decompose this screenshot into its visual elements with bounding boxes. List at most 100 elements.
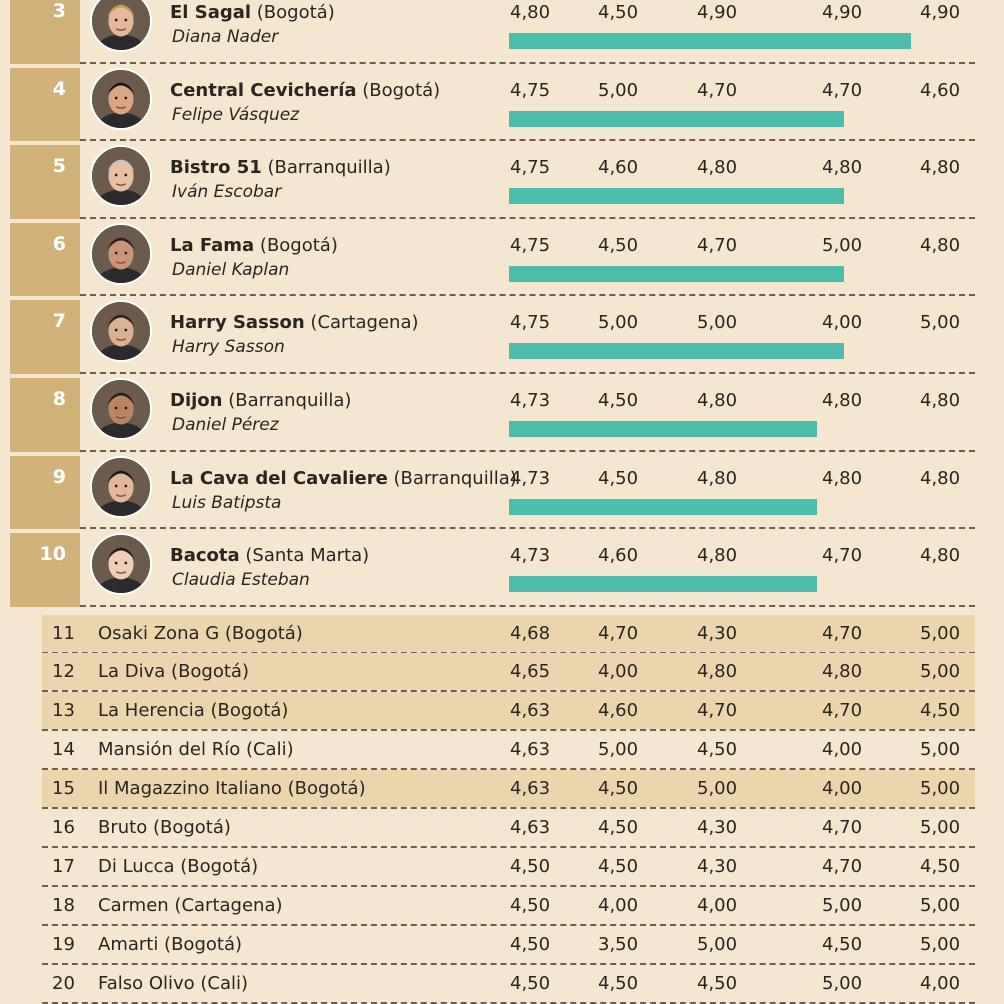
score-c1: 4,50 — [598, 234, 639, 256]
score-c3: 4,70 — [822, 545, 863, 567]
restaurant-name-line: Bacota (Santa Marta) — [170, 545, 369, 566]
rank-number: 7 — [52, 310, 66, 333]
score-c2: 4,70 — [697, 700, 738, 722]
table-row[interactable]: 16 Bruto (Bogotá) 4,63 4,50 4,30 4,70 5,00 — [42, 809, 975, 848]
score-c2: 4,90 — [697, 2, 738, 23]
restaurant-name: La Fama — [170, 234, 255, 256]
score-c3: 4,80 — [822, 467, 863, 489]
score-c4: 5,00 — [920, 817, 961, 838]
score-c3: 4,80 — [822, 157, 863, 179]
rank-badge: 3 — [10, 0, 80, 64]
row-divider — [42, 729, 975, 732]
row-divider — [80, 527, 975, 530]
table-row[interactable]: 12 La Diva (Bogotá) 4,65 4,00 4,80 4,80 5,00 — [42, 653, 975, 693]
score-c3: 4,00 — [822, 739, 863, 761]
restaurant-name: El Sagal — [170, 2, 252, 23]
featured-row[interactable]: 8 Dijon (Barranquilla) Daniel Pérez 4,73 4,5… — [0, 378, 1004, 452]
score-c2: 4,30 — [697, 855, 738, 877]
featured-row[interactable]: 5 Bistro 51 (Barranquilla) Iván Escobar 4,7… — [0, 145, 1004, 219]
score-c3: 4,80 — [822, 390, 863, 411]
score-c3: 4,00 — [822, 778, 863, 800]
restaurant-name: Harry Sasson — [170, 312, 305, 334]
score-c2: 4,80 — [697, 467, 738, 489]
rank-number: 17 — [52, 855, 75, 877]
rank-number: 8 — [52, 388, 66, 410]
restaurant-name-line: La Fama (Bogotá) — [170, 235, 338, 256]
row-divider — [80, 61, 975, 64]
score-c4: 5,00 — [920, 894, 961, 916]
score-c2: 4,80 — [697, 661, 738, 683]
restaurant-city: (Bogotá) — [256, 2, 335, 23]
score-total: 4,63 — [510, 778, 551, 800]
score-c2: 4,00 — [697, 894, 738, 916]
table-row[interactable]: 15 Il Magazzino Italiano (Bogotá) 4,63 4,50… — [42, 770, 975, 810]
score-c4: 5,00 — [920, 933, 961, 955]
score-c4: 5,00 — [920, 739, 961, 761]
chef-name: Felipe Vásquez — [172, 104, 300, 125]
row-divider — [80, 604, 975, 607]
score-c3: 4,70 — [822, 817, 863, 838]
chef-portrait-icon — [90, 0, 152, 52]
rank-number: 11 — [52, 622, 75, 644]
table-row[interactable]: 20 Falso Olivo (Cali) 4,50 4,50 4,50 5,00 4,00 — [42, 965, 975, 1004]
score-c2: 4,80 — [697, 390, 738, 411]
featured-row[interactable]: 3 El Sagal (Bogotá) Diana Nader 4,80 4,50 4,9… — [0, 0, 1004, 64]
score-c1: 4,70 — [598, 622, 639, 644]
score-c4: 4,50 — [920, 855, 961, 877]
chef-portrait-icon — [90, 533, 152, 596]
rank-badge: 9 — [10, 455, 80, 530]
featured-row[interactable]: 9 La Cava del Cavaliere (Barranquilla) Lui… — [0, 455, 1004, 530]
featured-row[interactable]: 10 Bacota (Santa Marta) Claudia Esteban 4,7… — [0, 533, 1004, 607]
row-divider — [42, 807, 975, 810]
chef-name: Luis Batipsta — [172, 492, 282, 513]
restaurant-name-line: El Sagal (Bogotá) — [170, 2, 335, 23]
featured-row[interactable]: 7 Harry Sasson (Cartagena) Harry Sasson 4,7… — [0, 300, 1004, 374]
chef-name: Daniel Kaplan — [172, 259, 290, 280]
score-c2: 4,30 — [697, 622, 738, 644]
table-row[interactable]: 18 Carmen (Cartagena) 4,50 4,00 4,00 5,00 5,00 — [42, 887, 975, 926]
row-divider — [80, 449, 975, 452]
score-total: 4,75 — [510, 157, 551, 179]
table-row[interactable]: 14 Mansión del Río (Cali) 4,63 5,00 4,50 4,00… — [42, 731, 975, 771]
chef-name: Diana Nader — [172, 27, 279, 47]
score-c1: 5,00 — [598, 79, 639, 101]
table-row[interactable]: 17 Di Lucca (Bogotá) 4,50 4,50 4,30 4,70 4,50 — [42, 848, 975, 887]
score-c1: 3,50 — [598, 933, 639, 955]
restaurant-name: La Cava del Cavaliere — [170, 467, 388, 489]
table-row[interactable]: 11 Osaki Zona G (Bogotá) 4,68 4,70 4,30 4,70 5… — [42, 614, 975, 654]
row-divider — [42, 923, 975, 926]
score-c3: 5,00 — [822, 234, 863, 256]
rank-badge: 6 — [10, 222, 80, 297]
score-c1: 5,00 — [598, 739, 639, 761]
score-c4: 4,00 — [920, 972, 961, 994]
score-c3: 5,00 — [822, 972, 863, 994]
restaurant-name-line: Harry Sasson (Cartagena) — [170, 312, 419, 333]
score-c4: 4,80 — [920, 545, 961, 567]
featured-row[interactable]: 6 La Fama (Bogotá) Daniel Kaplan 4,75 4,50 4,… — [0, 222, 1004, 297]
row-divider — [42, 884, 975, 887]
score-c3: 4,50 — [822, 933, 863, 955]
score-c2: 4,50 — [697, 972, 738, 994]
restaurant-city: (Bogotá) — [362, 79, 441, 101]
score-total: 4,63 — [510, 817, 551, 838]
restaurant-name: Mansión del Río (Cali) — [98, 739, 294, 761]
score-c3: 4,90 — [822, 2, 863, 23]
score-c4: 4,90 — [920, 2, 961, 23]
score-bar — [509, 188, 844, 205]
restaurant-city: (Barranquilla) — [393, 467, 517, 489]
table-row[interactable]: 19 Amarti (Bogotá) 4,50 3,50 5,00 4,50 5,00 — [42, 926, 975, 965]
table-row[interactable]: 13 La Herencia (Bogotá) 4,63 4,60 4,70 4,70 4,… — [42, 692, 975, 732]
score-total: 4,73 — [510, 545, 551, 567]
row-divider — [42, 768, 975, 771]
rank-number: 10 — [39, 543, 66, 566]
score-c1: 4,00 — [598, 661, 639, 683]
featured-row[interactable]: 4 Central Cevichería (Bogotá) Felipe Vásqu… — [0, 67, 1004, 142]
score-c1: 4,60 — [598, 157, 639, 179]
score-c2: 4,80 — [697, 545, 738, 567]
rank-number: 20 — [52, 972, 75, 994]
score-total: 4,80 — [510, 2, 551, 23]
score-c2: 4,70 — [697, 234, 738, 256]
chef-portrait-icon — [90, 455, 152, 518]
score-c2: 5,00 — [697, 312, 738, 334]
